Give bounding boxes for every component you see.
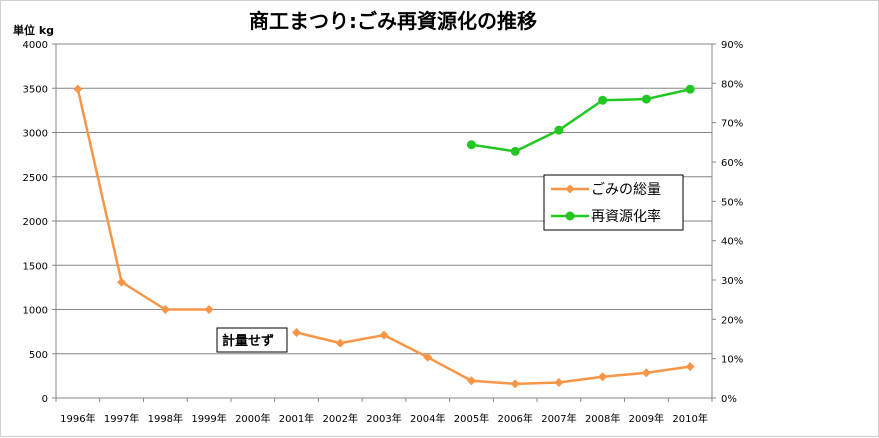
total-data-point: [598, 372, 608, 382]
total-data-point: [510, 379, 520, 389]
annotation-frame: [216, 327, 288, 353]
unit-label: 単位 kg: [13, 23, 54, 37]
right-tick-label: 50%: [721, 197, 743, 208]
right-tick-label: 30%: [721, 276, 743, 287]
total-data-point: [292, 328, 302, 338]
legend-label-total: ごみの総量: [591, 182, 661, 198]
rate-data-point: [641, 94, 651, 104]
x-tick-label: 1998年: [148, 412, 183, 425]
left-axis-ticks: 0 500 1000 1500 2000 2500 3000 3500 4000: [23, 40, 56, 405]
right-tick-label: 80%: [721, 79, 743, 90]
left-tick-label: 4000: [23, 40, 48, 51]
total-line-segment: [471, 379, 516, 386]
x-tick-label: 2000年: [235, 412, 270, 425]
x-tick-label: 2005年: [454, 412, 489, 425]
left-tick-label: 1500: [23, 261, 48, 272]
x-tick-label: 1997年: [104, 412, 139, 425]
x-axis-ticks: 1996年 1997年 1998年 1999年 2000年 2001年 2002年 2003年…: [55, 398, 713, 425]
legend-marker-diamond: [565, 184, 575, 194]
rate-data-point: [554, 125, 564, 135]
x-tick-label: 2009年: [629, 412, 664, 425]
annotation-box: 計量せず: [216, 327, 288, 353]
total-data-point: [73, 84, 83, 94]
rate-data-point: [685, 84, 695, 94]
total-line-segment: [515, 381, 559, 386]
x-tick-label: 2006年: [497, 412, 532, 425]
total-data-point: [117, 277, 127, 287]
x-tick-label: 2002年: [323, 412, 358, 425]
rate-data-point: [598, 95, 608, 105]
total-line-segment: [383, 334, 429, 359]
x-tick-label: 1999年: [191, 412, 226, 425]
x-tick-label: 2010年: [672, 412, 707, 425]
total-line-segment: [558, 375, 603, 384]
right-tick-label: 0%: [721, 394, 737, 405]
left-tick-label: 1000: [23, 306, 48, 317]
x-tick-label: 2004年: [410, 412, 445, 425]
left-tick-label: 2500: [23, 173, 48, 184]
x-tick-label: 2001年: [279, 412, 314, 425]
legend-marker-circle: [565, 211, 575, 221]
total-line-segment: [427, 356, 473, 382]
total-line-segment: [120, 281, 166, 311]
left-tick-label: 3500: [23, 84, 48, 95]
total-data-point: [160, 305, 170, 314]
rate-line-segment: [471, 143, 516, 153]
left-tick-label: 2000: [23, 217, 48, 228]
rate-data-point: [510, 146, 520, 156]
total-data-point: [335, 338, 345, 348]
total-data-point: [466, 376, 476, 386]
series-layer: [73, 84, 695, 389]
right-tick-label: 60%: [721, 158, 743, 169]
rate-data-point: [466, 140, 476, 150]
x-tick-label: 2003年: [366, 412, 401, 425]
total-data-point: [554, 378, 564, 388]
total-line-segment: [340, 333, 385, 345]
legend-box: [543, 174, 684, 231]
x-tick-label: 1996年: [60, 412, 95, 425]
left-tick-label: 0: [42, 394, 48, 405]
legend: ごみの総量 再資源化率: [543, 174, 684, 231]
x-tick-label: 2007年: [541, 412, 576, 425]
total-line-segment: [646, 365, 691, 375]
total-line-segment: [602, 371, 647, 379]
total-data-point: [641, 368, 651, 378]
total-data-point: [685, 362, 695, 372]
total-line-segment: [296, 331, 341, 345]
total-data-point: [379, 330, 389, 340]
chart-title: 商工まつり:ごみ再資源化の推移: [249, 9, 537, 33]
total-data-point: [423, 352, 433, 362]
right-axis-ticks: 0% 10% 20% 30% 40% 50% 60% 70% 80% 90%: [712, 40, 743, 405]
annotation-text: 計量せず: [222, 333, 274, 349]
legend-label-rate: 再資源化率: [591, 208, 661, 225]
total-data-point: [204, 305, 214, 314]
rate-line-segment: [558, 99, 604, 132]
right-tick-label: 90%: [721, 40, 743, 51]
right-tick-label: 10%: [721, 355, 743, 366]
rate-line-segment: [646, 88, 691, 101]
rate-line-segment: [602, 97, 647, 102]
left-tick-label: 3000: [23, 129, 48, 140]
total-line-segment: [76, 88, 123, 283]
right-tick-label: 20%: [721, 315, 743, 326]
rate-line-segment: [514, 129, 560, 153]
right-tick-label: 70%: [721, 119, 743, 130]
x-tick-label: 2008年: [585, 412, 620, 425]
right-tick-label: 40%: [721, 237, 743, 248]
left-tick-label: 500: [29, 350, 48, 361]
